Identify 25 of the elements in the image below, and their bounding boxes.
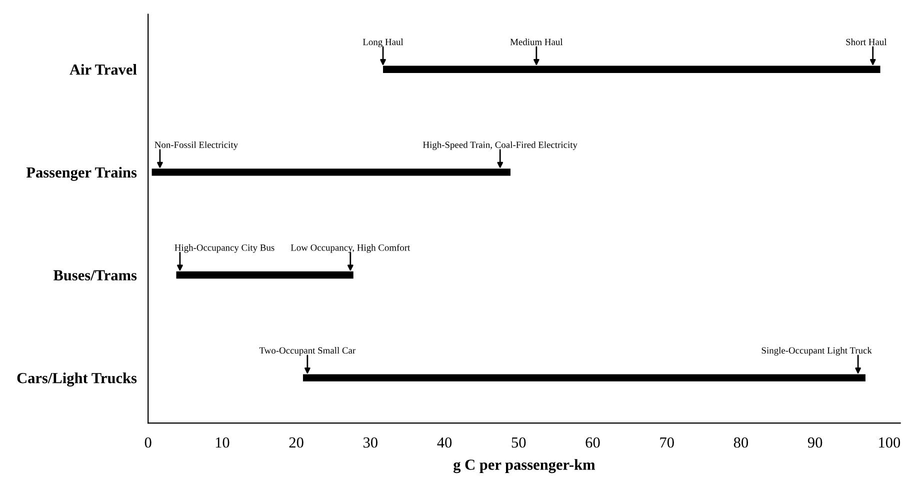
y-tick-label: Passenger Trains bbox=[26, 166, 137, 181]
x-tick-label: 20 bbox=[289, 437, 304, 448]
y-tick-label: Air Travel bbox=[70, 64, 137, 75]
x-tick-label: 80 bbox=[734, 437, 748, 448]
y-tick-label: Buses/Trams bbox=[53, 270, 137, 280]
annotation: Non-Fossil Electricity bbox=[154, 141, 238, 150]
y-tick-label: Cars/Light Trucks bbox=[17, 372, 137, 386]
annotation: Low Occupancy, High Comfort bbox=[290, 244, 410, 253]
x-tick-label: 100 bbox=[879, 437, 900, 448]
annotation: High-Occupancy City Bus bbox=[174, 244, 274, 253]
annotation: Two-Occupant Small Car bbox=[259, 347, 356, 356]
annotation: Medium Haul bbox=[510, 38, 563, 46]
x-tick-label: 10 bbox=[216, 437, 230, 448]
annotation: Short Haul bbox=[846, 38, 887, 46]
annotation: High-Speed Train, Coal-Fired Electricity bbox=[422, 141, 578, 150]
x-tick-label: 30 bbox=[364, 437, 378, 448]
x-tick-label: 0 bbox=[144, 437, 152, 448]
annotation: Single-Occupant Light Truck bbox=[762, 346, 872, 356]
x-tick-label: 70 bbox=[660, 437, 674, 448]
x-tick-label: 50 bbox=[512, 437, 526, 448]
x-tick-label: 60 bbox=[586, 437, 600, 448]
x-tick-label: 90 bbox=[808, 437, 822, 448]
x-tick-label: 40 bbox=[437, 437, 452, 448]
annotation: Long Haul bbox=[362, 38, 404, 48]
x-axis-title: g C per passenger-km bbox=[454, 459, 596, 474]
